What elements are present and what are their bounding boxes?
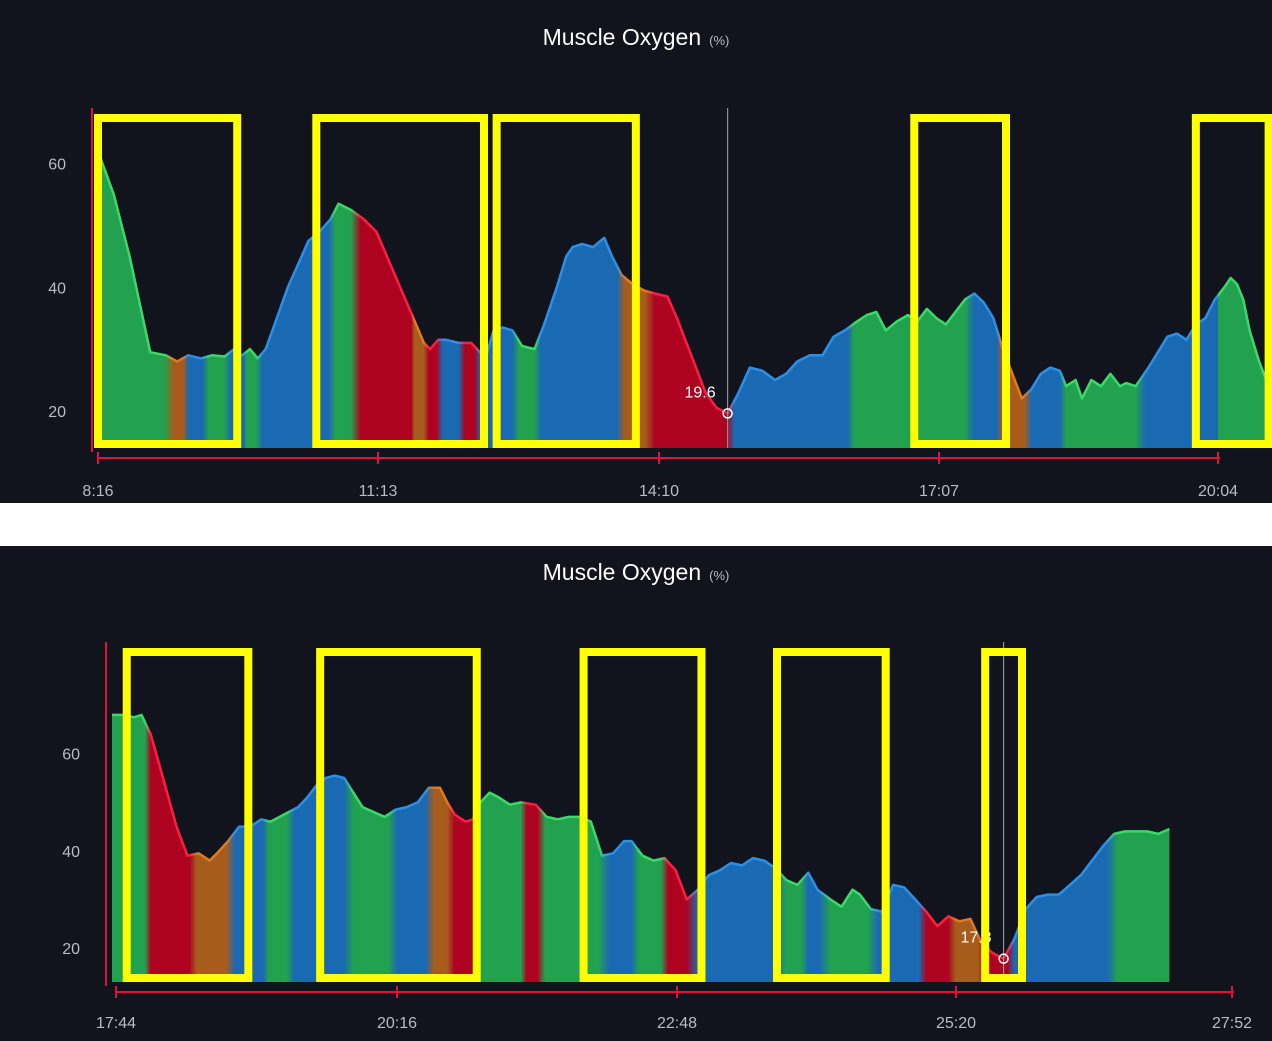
- series-area: [98, 151, 1272, 448]
- cursor-value-label: 19.6: [684, 384, 715, 401]
- x-tick-label: 20:16: [377, 1015, 417, 1032]
- highlight-box: [94, 114, 242, 448]
- highlight-box: [579, 648, 706, 982]
- highlight-box: [316, 648, 481, 982]
- highlight-box: [981, 648, 1027, 982]
- highlight-box: [773, 648, 890, 982]
- x-tick-label: 27:52: [1212, 1015, 1252, 1032]
- chart-title: Muscle Oxygen (%): [542, 24, 730, 50]
- series-area: [112, 714, 1170, 982]
- highlight-box: [910, 114, 1011, 448]
- cursor-marker[interactable]: [998, 953, 1009, 964]
- x-tick-label: 22:48: [657, 1015, 697, 1032]
- chart-panel-bottom: Muscle Oxygen (%) 20 40 60 17:44 20:16 22:48 25…: [0, 546, 1272, 1041]
- chart-panel-top: Muscle Oxygen (%) 20 40 60 8:16 11:13 14:10 17:…: [0, 0, 1272, 503]
- x-tick-label: 20:04: [1198, 483, 1238, 500]
- cursor-marker[interactable]: [722, 408, 733, 419]
- y-tick-label: 60: [62, 747, 80, 764]
- y-tick-label: 40: [48, 280, 66, 297]
- y-tick-label: 60: [48, 157, 66, 174]
- x-tick-label: 11:13: [359, 483, 398, 500]
- chart-unit: (%): [709, 568, 730, 583]
- y-tick-label: 40: [62, 844, 80, 861]
- highlight-box: [312, 114, 488, 448]
- x-tick-label: 17:07: [919, 483, 959, 500]
- chart-title: Muscle Oxygen (%): [542, 559, 730, 585]
- x-tick-label: 25:20: [936, 1015, 976, 1032]
- y-tick-label: 20: [48, 404, 66, 421]
- x-tick-label: 17:44: [96, 1015, 136, 1032]
- highlight-box: [1191, 114, 1272, 448]
- x-tick-label: 8:16: [82, 483, 113, 500]
- highlight-box: [122, 648, 253, 982]
- muscle-oxygen-chart-top: 20 40 60 8:16 11:13 14:10 17:07 20:04 19.6: [48, 108, 1272, 500]
- x-tick-label: 14:10: [639, 483, 679, 500]
- y-tick-label: 20: [62, 941, 80, 958]
- highlight-box: [492, 114, 640, 448]
- chart-unit: (%): [709, 33, 730, 48]
